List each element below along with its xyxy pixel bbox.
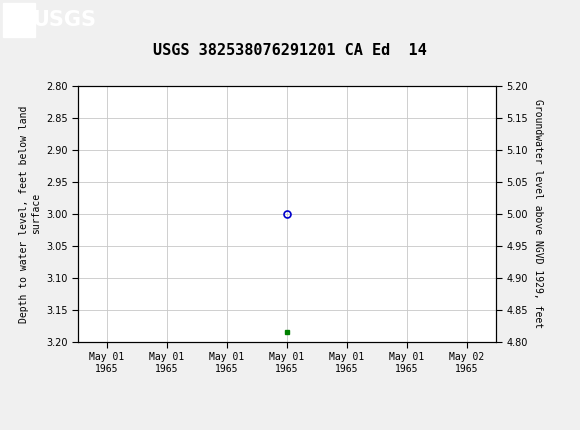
Text: USGS: USGS (32, 10, 96, 30)
Text: ▒: ▒ (6, 7, 25, 33)
Text: USGS 382538076291201 CA Ed  14: USGS 382538076291201 CA Ed 14 (153, 43, 427, 58)
Y-axis label: Groundwater level above NGVD 1929, feet: Groundwater level above NGVD 1929, feet (534, 99, 543, 329)
Bar (3, 3, 35, 37)
Y-axis label: Depth to water level, feet below land
surface: Depth to water level, feet below land su… (19, 105, 41, 322)
